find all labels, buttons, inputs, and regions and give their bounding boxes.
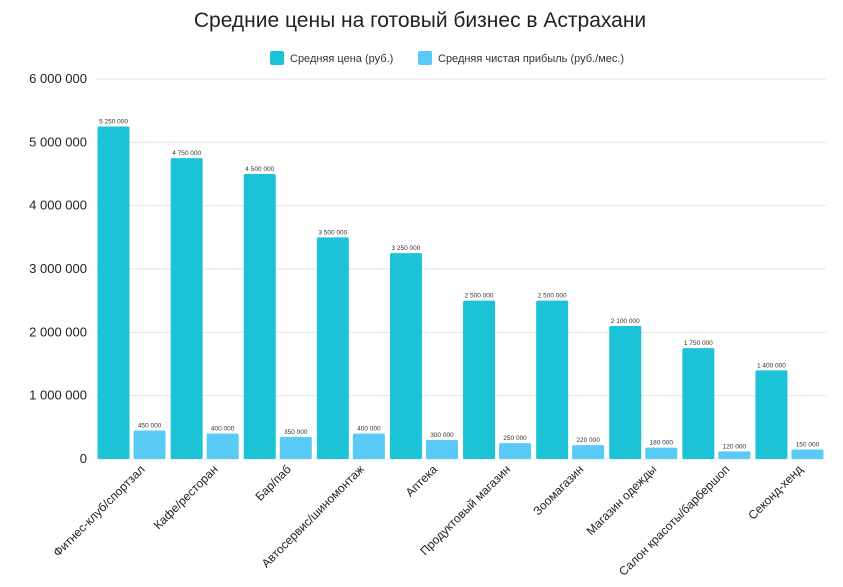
bar-profit — [133, 430, 166, 459]
data-label-price: 2 500 000 — [465, 293, 494, 300]
bar-price — [243, 174, 276, 459]
y-tick-label: 6 000 000 — [29, 71, 87, 86]
x-tick-label: Магазин одежды — [584, 462, 660, 538]
data-label-profit: 120 000 — [723, 443, 747, 450]
data-labels: 5 250 000 450 000 4 750 000 400 000 4 500 00… — [99, 119, 819, 451]
data-label-profit: 450 000 — [138, 423, 162, 430]
bar-price — [609, 326, 642, 459]
data-label-profit: 350 000 — [284, 429, 308, 436]
bar-price — [463, 300, 496, 459]
bar-profit — [499, 443, 532, 459]
bar-price — [389, 253, 422, 459]
bar-price — [755, 370, 788, 459]
x-tick-label: Бар/паб — [252, 462, 294, 504]
legend-swatch-profit — [418, 51, 432, 65]
y-tick-label: 1 000 000 — [29, 388, 87, 403]
bar-profit — [425, 440, 458, 459]
x-tick-label: Секонд-хенд — [745, 462, 805, 522]
data-label-profit: 400 000 — [357, 426, 381, 433]
chart-title: Средние цены на готовый бизнес в Астраха… — [194, 9, 646, 32]
data-label-profit: 150 000 — [796, 442, 820, 449]
y-axis-ticks: 0 1 000 000 2 000 000 3 000 000 4 000 000 5 0… — [29, 71, 87, 466]
legend-label-price: Средняя цена (руб.) — [290, 53, 393, 65]
bar-profit — [645, 447, 678, 459]
y-tick-label: 2 000 000 — [29, 324, 87, 339]
gridlines — [95, 78, 826, 460]
bar-price — [536, 300, 569, 459]
x-tick-label: Фитнес-клуб/спортзал — [50, 462, 147, 559]
data-label-price: 4 500 000 — [245, 166, 274, 173]
data-label-profit: 400 000 — [211, 426, 235, 433]
data-label-price: 2 500 000 — [538, 293, 567, 300]
bar-profit — [791, 449, 824, 459]
x-axis-ticks: Фитнес-клуб/спортзал Кафе/ресторан Бар/паб… — [50, 462, 805, 579]
bar-price — [682, 348, 715, 459]
data-label-price: 2 100 000 — [611, 318, 640, 325]
data-label-price: 1 750 000 — [684, 340, 713, 347]
bar-profit — [352, 433, 385, 459]
bar-profit — [279, 436, 312, 459]
x-tick-label: Зоомагазин — [530, 462, 586, 518]
data-label-profit: 250 000 — [503, 435, 527, 442]
data-label-price: 3 500 000 — [318, 229, 347, 236]
y-tick-label: 4 000 000 — [29, 198, 87, 213]
legend: Средняя цена (руб.) Средняя чистая прибы… — [270, 51, 624, 65]
bar-price — [97, 126, 130, 459]
data-label-price: 5 250 000 — [99, 119, 128, 126]
data-label-price: 4 750 000 — [172, 150, 201, 157]
data-label-profit: 220 000 — [576, 437, 600, 444]
x-tick-label: Кафе/ресторан — [151, 462, 221, 532]
legend-label-profit: Средняя чистая прибыль (руб./мес.) — [438, 53, 624, 65]
bar-price — [316, 237, 349, 459]
y-tick-label: 5 000 000 — [29, 134, 87, 149]
y-tick-label: 3 000 000 — [29, 261, 87, 276]
bar-price — [170, 158, 203, 459]
data-label-price: 3 250 000 — [391, 245, 420, 252]
bar-profit — [206, 433, 239, 459]
y-tick-label: 0 — [80, 451, 87, 466]
x-tick-label: Аптека — [403, 462, 441, 500]
bars — [97, 126, 824, 459]
bar-profit — [718, 451, 751, 459]
data-label-price: 1 400 000 — [757, 362, 786, 369]
data-label-profit: 180 000 — [650, 440, 674, 447]
bar-profit — [572, 445, 605, 459]
legend-swatch-price — [270, 51, 284, 65]
data-label-profit: 300 000 — [430, 432, 454, 439]
